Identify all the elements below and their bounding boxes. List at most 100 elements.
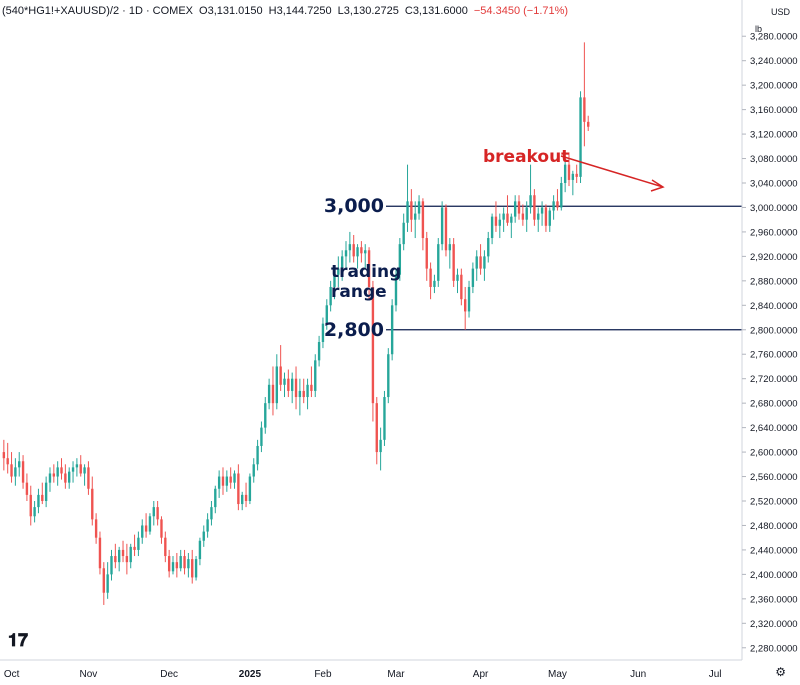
- candle-body: [152, 507, 155, 517]
- candle: [21, 455, 25, 489]
- candle-body: [183, 556, 186, 569]
- candle-body: [225, 476, 229, 486]
- candle: [321, 317, 325, 349]
- candle: [498, 213, 501, 239]
- candle-body: [64, 473, 67, 483]
- change-value: −54.3450 (−1.71%): [473, 5, 569, 17]
- candle: [60, 458, 63, 480]
- candle: [75, 458, 79, 477]
- candle-body: [79, 464, 82, 474]
- time-axis[interactable]: Oct Nov Dec 2025 Feb Mar Apr May Jun Jul: [4, 669, 722, 680]
- candle-body: [498, 219, 501, 226]
- candle: [271, 366, 275, 416]
- candle-body: [360, 247, 363, 254]
- candle: [117, 546, 121, 572]
- candle: [210, 501, 213, 526]
- candle-body: [417, 201, 421, 214]
- candle-body: [567, 164, 571, 180]
- candle: [164, 531, 167, 563]
- candle: [375, 397, 378, 465]
- candle-body: [206, 519, 209, 532]
- candle: [571, 170, 575, 196]
- candle-body: [287, 378, 290, 391]
- level-label-3000: 3,000: [324, 195, 384, 217]
- symbol-title[interactable]: (540*HG1!+XAUUSD)/2 · 1D · COMEX: [2, 5, 194, 17]
- tradingview-logo[interactable]: 𝟏𝟕: [8, 630, 29, 650]
- candle: [129, 543, 132, 569]
- candle-body: [279, 366, 282, 385]
- candle-body: [14, 467, 17, 477]
- candle-body: [94, 519, 98, 538]
- y-tick-label: 3,160.0000: [750, 105, 798, 116]
- candles-layer: [2, 42, 590, 605]
- candle: [471, 262, 475, 294]
- candle: [133, 534, 136, 557]
- candle-body: [18, 461, 21, 468]
- candle: [367, 247, 371, 300]
- candle-body: [148, 516, 152, 532]
- candle: [306, 378, 309, 410]
- candle: [402, 213, 405, 251]
- candle: [325, 299, 328, 330]
- candle-body: [217, 476, 221, 489]
- candle: [479, 244, 482, 275]
- candle-body: [410, 201, 413, 220]
- candle-body: [325, 305, 328, 324]
- candle-body: [544, 207, 548, 226]
- breakout-label: breakout: [483, 147, 569, 167]
- candle-body: [537, 213, 540, 220]
- candle: [244, 482, 248, 508]
- candle: [337, 256, 340, 287]
- candle-body: [406, 201, 409, 223]
- candle: [48, 467, 52, 492]
- y-tick-label: 2,680.0000: [750, 399, 798, 410]
- candle-body: [587, 121, 590, 127]
- candle-body: [306, 384, 309, 398]
- candle-body: [191, 559, 194, 578]
- x-tick-label: Mar: [387, 669, 405, 680]
- candle-body: [552, 201, 555, 211]
- price-axis[interactable]: 3,280.0000 3,240.0000 3,200.0000 3,160.0000…: [742, 32, 798, 655]
- y-tick-label: 2,800.0000: [750, 325, 798, 336]
- candle-body: [421, 201, 425, 239]
- candle: [360, 241, 363, 263]
- x-tick-label: May: [548, 669, 567, 680]
- candle: [229, 467, 232, 489]
- candle: [37, 488, 40, 514]
- candle-body: [367, 250, 371, 287]
- candle-body: [71, 467, 75, 472]
- candle-body: [479, 256, 482, 269]
- candle-body: [540, 207, 544, 214]
- open-label: O: [199, 5, 208, 17]
- candle: [340, 250, 344, 281]
- unit-label[interactable]: lb: [754, 24, 762, 34]
- candle-body: [575, 173, 578, 177]
- candle-body: [525, 207, 528, 220]
- y-tick-label: 2,960.0000: [750, 227, 798, 238]
- candle-body: [398, 244, 402, 275]
- candle-body: [371, 286, 375, 404]
- candle-body: [87, 467, 90, 489]
- x-tick-label: 2025: [239, 669, 262, 680]
- candle-body: [194, 559, 198, 578]
- candle: [14, 458, 17, 486]
- candle: [114, 543, 117, 569]
- currency-label[interactable]: USD: [770, 7, 790, 17]
- high-label: H: [268, 5, 277, 17]
- candle: [544, 204, 548, 232]
- gear-icon[interactable]: ⚙: [775, 665, 786, 679]
- candle-body: [210, 507, 213, 520]
- candle: [433, 274, 436, 294]
- candle: [583, 42, 586, 147]
- candle: [525, 201, 528, 232]
- candle-body: [44, 482, 48, 501]
- candle: [460, 268, 463, 306]
- candle: [410, 189, 413, 232]
- candle: [137, 531, 140, 557]
- candle-body: [37, 494, 40, 508]
- candle-body: [321, 323, 325, 342]
- candle-body: [48, 473, 52, 483]
- x-tick-label: Nov: [80, 669, 98, 680]
- candle: [533, 189, 536, 226]
